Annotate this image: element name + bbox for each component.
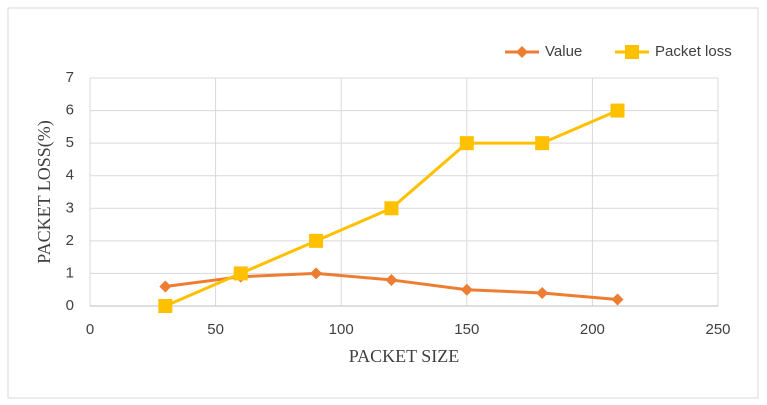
y-axis-title: PACKET LOSS(%): [34, 120, 55, 264]
marker: [610, 103, 625, 118]
marker: [384, 201, 399, 216]
y-tick-label: 7: [66, 69, 74, 86]
x-axis-title: PACKET SIZE: [349, 346, 460, 366]
marker: [459, 136, 474, 151]
marker: [233, 266, 248, 281]
y-tick-label: 4: [66, 167, 74, 184]
x-tick-label: 100: [329, 321, 354, 338]
x-tick-label: 250: [705, 321, 730, 338]
marker: [460, 283, 473, 296]
legend-label: Packet loss: [655, 43, 732, 60]
marker: [535, 136, 550, 151]
marker: [385, 273, 398, 286]
marker: [159, 280, 172, 293]
marker: [536, 286, 549, 299]
x-tick-label: 150: [454, 321, 479, 338]
y-tick-label: 3: [66, 199, 74, 216]
x-tick-label: 0: [86, 321, 94, 338]
marker: [310, 267, 323, 280]
y-tick-label: 0: [66, 297, 74, 314]
marker: [309, 233, 324, 248]
legend-label: Value: [545, 43, 582, 60]
chart-border: [7, 7, 759, 399]
x-tick-label: 200: [580, 321, 605, 338]
marker: [611, 293, 624, 306]
y-tick-label: 2: [66, 232, 74, 249]
marker: [158, 299, 173, 313]
legend-marker: [625, 45, 639, 59]
y-tick-label: 1: [66, 264, 74, 281]
x-tick-label: 50: [207, 321, 224, 338]
y-tick-label: 6: [66, 102, 74, 119]
y-tick-label: 5: [66, 134, 74, 151]
legend-marker: [516, 46, 528, 58]
